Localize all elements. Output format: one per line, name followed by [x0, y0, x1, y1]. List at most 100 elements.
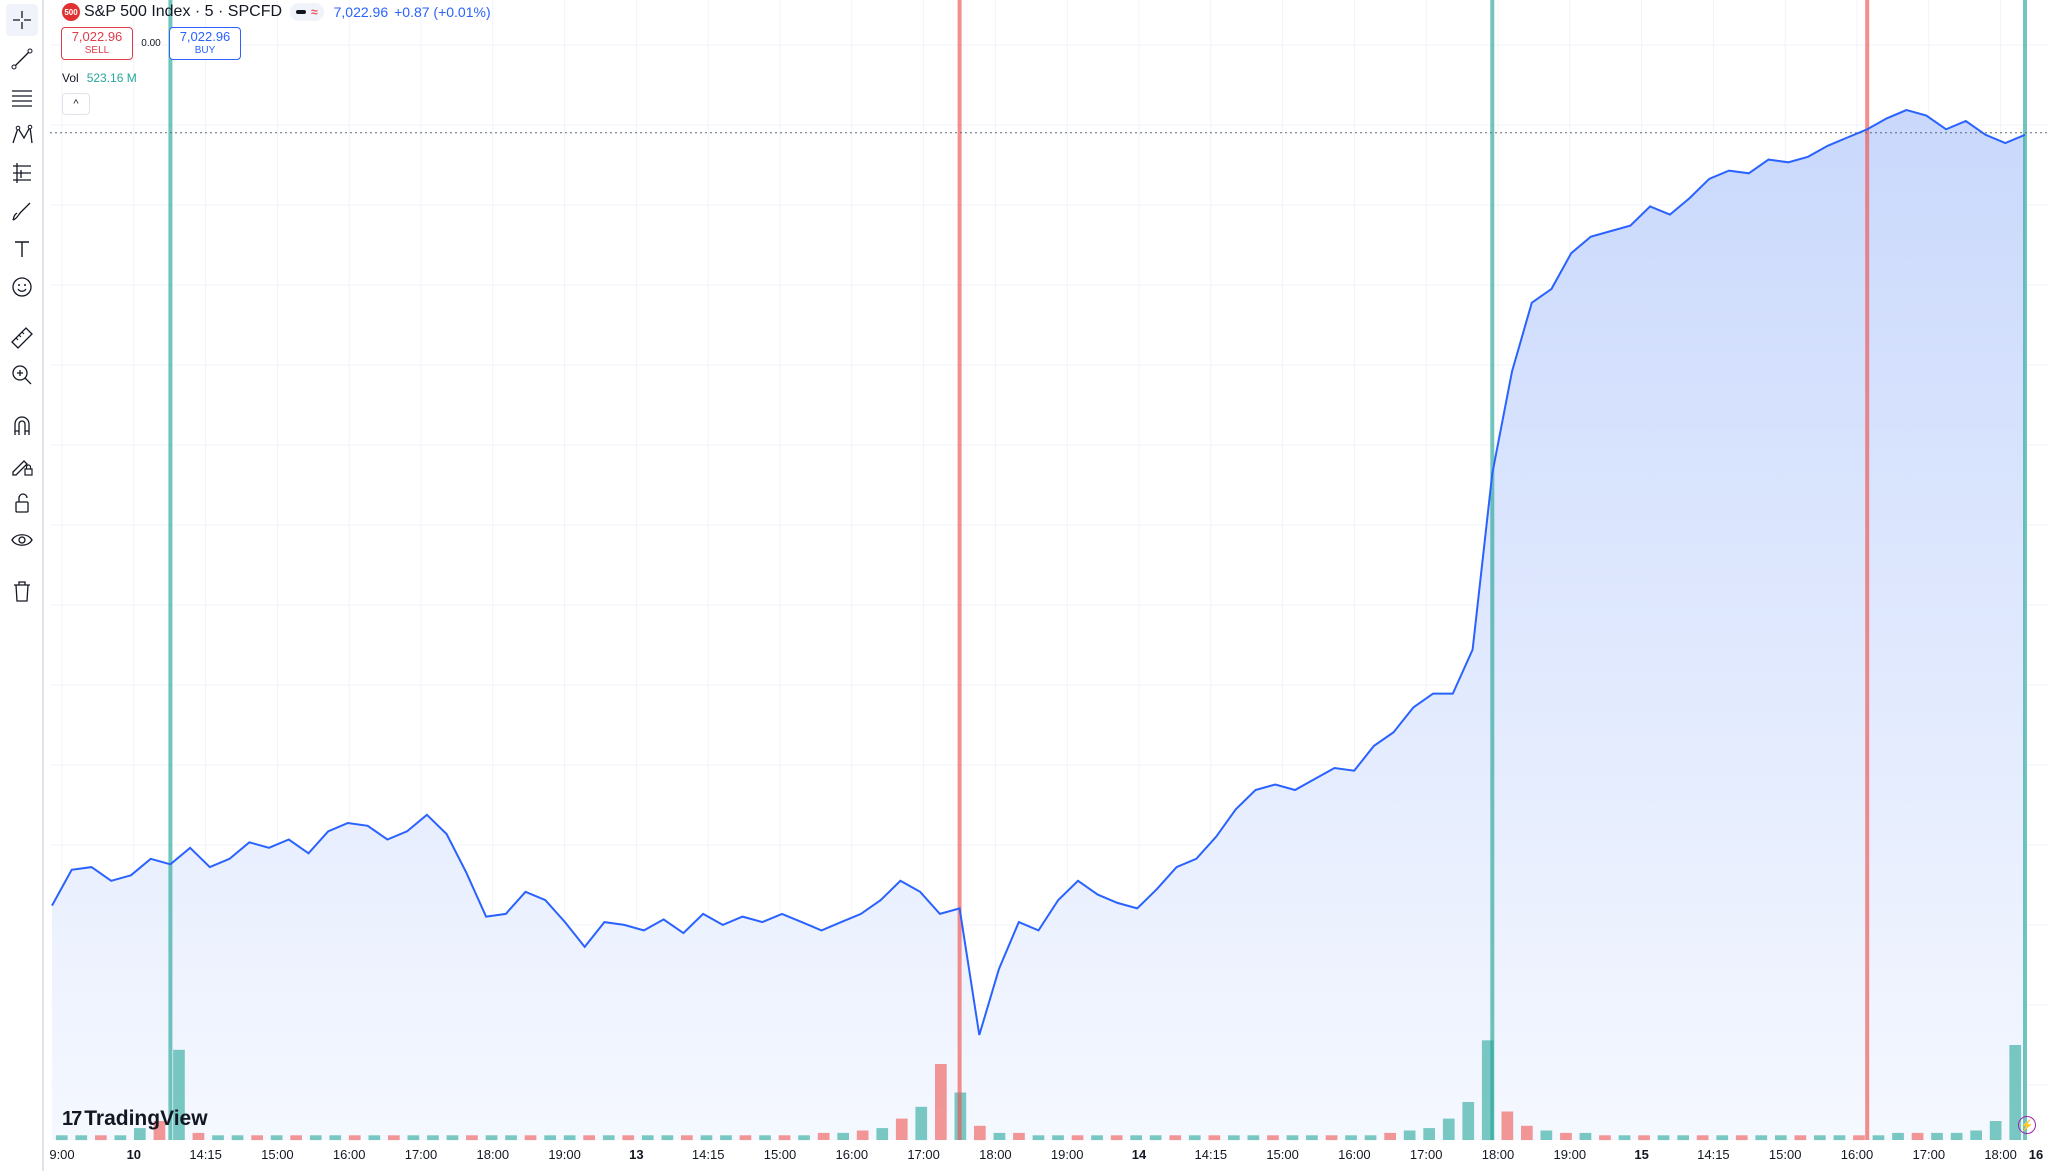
- collapse-legend-button[interactable]: ^: [62, 93, 90, 115]
- tradingview-logo[interactable]: 17 TradingView: [62, 1107, 208, 1131]
- volume-bar: [602, 1135, 615, 1141]
- trend-line-icon[interactable]: [6, 43, 38, 75]
- volume-bar: [1677, 1135, 1689, 1141]
- volume-bar: [759, 1135, 771, 1141]
- volume-bar: [563, 1135, 576, 1141]
- brush-icon[interactable]: [6, 195, 38, 227]
- time-tick-label: 17:00: [404, 1147, 438, 1162]
- volume-label: Vol: [62, 71, 79, 85]
- volume-bar: [1540, 1130, 1553, 1140]
- indicator-pill[interactable]: ≈: [290, 3, 324, 21]
- trade-panel: 7,022.96 SELL 0.00 7,022.96 BUY: [61, 27, 241, 60]
- volume-bar: [876, 1128, 889, 1140]
- volume-bar: [641, 1135, 654, 1141]
- crosshair-icon[interactable]: [6, 4, 38, 36]
- volume-bar: [55, 1135, 68, 1141]
- volume-bar: [1149, 1135, 1162, 1141]
- lock-drawing-icon[interactable]: [6, 449, 38, 481]
- volume-bar: [1618, 1135, 1631, 1141]
- volume-bar: [1989, 1121, 2002, 1140]
- volume-bar: [1306, 1135, 1318, 1141]
- volume-bar: [1130, 1135, 1142, 1141]
- volume-bar: [192, 1132, 205, 1140]
- chart-pane[interactable]: [50, 0, 2049, 1171]
- lightning-icon[interactable]: ⚡: [2018, 1116, 2036, 1134]
- time-tick-label: 17:00: [907, 1147, 940, 1162]
- volume-legend[interactable]: Vol 523.16 M: [62, 71, 137, 85]
- volume-bar: [1071, 1135, 1084, 1141]
- time-axis[interactable]: 9:00 10 14:15 15:00 16:00 17:00 18:00 19:00 13 14…: [0, 1147, 2049, 1171]
- time-tick-label: 13: [629, 1147, 644, 1162]
- symbol-title[interactable]: S&P 500 Index · 5 · SPCFD: [84, 3, 283, 20]
- volume-bar: [798, 1135, 810, 1141]
- lock-icon[interactable]: [6, 487, 38, 519]
- price-chart[interactable]: [50, 0, 2049, 1147]
- volume-bar: [1950, 1132, 1963, 1140]
- ruler-icon[interactable]: [6, 322, 38, 354]
- volume-bar: [1228, 1135, 1240, 1141]
- time-tick-label: 16:00: [332, 1147, 366, 1162]
- pattern-icon[interactable]: [6, 119, 38, 151]
- volume-bar: [1716, 1135, 1729, 1141]
- volume-bar: [1872, 1135, 1885, 1141]
- volume-bar: [1931, 1132, 1943, 1140]
- volume-bar: [1579, 1132, 1592, 1140]
- time-tick-label: 19:00: [548, 1147, 581, 1162]
- volume-bar: [681, 1135, 693, 1141]
- buy-price: 7,022.96: [179, 28, 231, 44]
- forecasting-icon[interactable]: [6, 157, 38, 189]
- volume-bar: [720, 1135, 732, 1141]
- volume-spike-bar: [168, 0, 173, 1140]
- volume-bar: [1462, 1102, 1475, 1140]
- volume-bar: [348, 1135, 361, 1141]
- time-tick-label: 15: [1634, 1147, 1649, 1162]
- volume-bar: [974, 1125, 986, 1141]
- volume-bar: [739, 1135, 752, 1141]
- fib-retracement-icon[interactable]: [6, 81, 38, 113]
- time-tick-label: 15:00: [1768, 1147, 1802, 1162]
- volume-bar: [1892, 1132, 1904, 1140]
- emoji-icon[interactable]: [6, 271, 38, 303]
- volume-bar: [915, 1106, 928, 1141]
- symbol-logo[interactable]: 500: [62, 3, 80, 21]
- tradingview-wordmark: TradingView: [84, 1107, 208, 1130]
- volume-bar: [368, 1135, 381, 1141]
- volume-bar: [1814, 1135, 1826, 1141]
- time-tick-label: 14:15: [1194, 1147, 1228, 1162]
- eye-icon[interactable]: [6, 524, 38, 556]
- text-icon[interactable]: [6, 233, 38, 265]
- volume-bar: [270, 1135, 283, 1141]
- time-tick-label: 14:15: [1697, 1147, 1730, 1162]
- volume-bar: [2009, 1045, 2022, 1140]
- time-tick-label: 14: [1131, 1147, 1147, 1162]
- magnet-icon[interactable]: [6, 410, 38, 442]
- volume-bar: [427, 1135, 439, 1141]
- volume-bar: [290, 1135, 302, 1141]
- time-tick-label: 18:00: [1481, 1147, 1515, 1162]
- volume-bar: [1775, 1135, 1787, 1141]
- volume-bar: [1286, 1135, 1299, 1141]
- volume-bar: [466, 1135, 478, 1141]
- volume-bar: [1501, 1111, 1514, 1140]
- volume-bar: [1833, 1135, 1846, 1141]
- volume-bar: [329, 1135, 342, 1141]
- volume-bar: [524, 1135, 537, 1141]
- volume-spike-bar: [2023, 0, 2027, 1140]
- trash-icon[interactable]: [6, 575, 38, 607]
- volume-bar: [1735, 1135, 1748, 1141]
- volume-spike-bar: [1865, 0, 1870, 1140]
- volume-bar: [485, 1135, 498, 1141]
- volume-bar: [231, 1135, 244, 1141]
- volume-spike-bar: [1490, 0, 1495, 1140]
- buy-button[interactable]: 7,022.96 BUY: [169, 27, 241, 60]
- line-style-icon: [296, 10, 307, 14]
- zoom-in-icon[interactable]: [6, 359, 38, 391]
- time-tick-label: 17:00: [1912, 1147, 1946, 1162]
- volume-bar: [1110, 1135, 1123, 1141]
- sell-button[interactable]: 7,022.96 SELL: [61, 27, 133, 60]
- time-tick-label: 15:00: [763, 1147, 797, 1162]
- volume-bar: [1521, 1125, 1533, 1141]
- volume-bar: [583, 1135, 595, 1141]
- volume-bar: [837, 1132, 849, 1140]
- volume-bar: [1423, 1128, 1435, 1140]
